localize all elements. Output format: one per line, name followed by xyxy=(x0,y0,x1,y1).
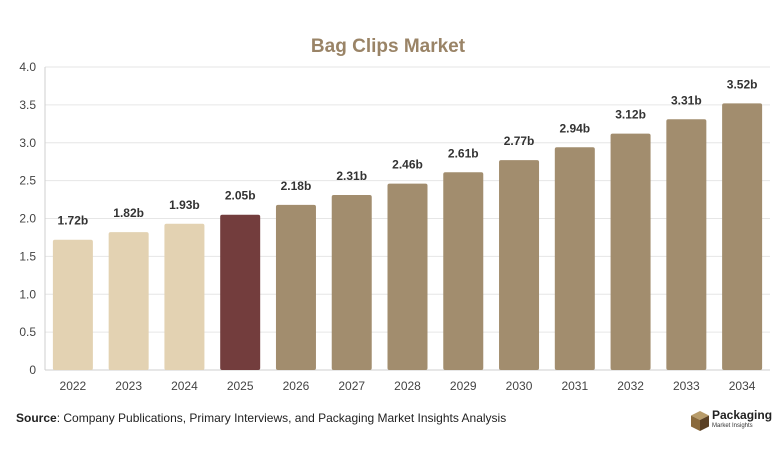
data-label: 1.72b xyxy=(58,214,89,228)
y-tick-label: 2.0 xyxy=(19,212,36,226)
x-tick-label: 2031 xyxy=(561,379,588,393)
source-note: Source: Company Publications, Primary In… xyxy=(16,411,506,425)
logo-name: Packaging xyxy=(712,408,773,422)
x-tick-label: 2023 xyxy=(115,379,142,393)
y-tick-label: 0.5 xyxy=(19,325,36,339)
y-tick-label: 3.5 xyxy=(19,98,36,112)
bar-2028 xyxy=(387,183,428,370)
bar-2033 xyxy=(666,119,707,370)
x-axis-ticks: 2022 2023 2024 2025 2026 2027 2028 2029 2030 2031… xyxy=(60,379,756,393)
x-tick-label: 2026 xyxy=(283,379,310,393)
x-tick-label: 2022 xyxy=(60,379,87,393)
source-text: : Company Publications, Primary Intervie… xyxy=(56,411,507,425)
bar-2030 xyxy=(499,160,540,370)
y-tick-label: 1.5 xyxy=(19,249,36,263)
bar-2034 xyxy=(722,103,763,371)
x-tick-label: 2025 xyxy=(227,379,254,393)
data-label: 2.77b xyxy=(504,134,535,148)
source-label: Source xyxy=(16,411,57,425)
y-tick-label: 1.0 xyxy=(19,287,36,301)
bar-2023 xyxy=(108,232,149,370)
y-tick-label: 4.0 xyxy=(19,60,36,74)
chart-title: Bag Clips Market xyxy=(311,36,466,57)
data-label: 2.18b xyxy=(281,179,312,193)
bar-2027 xyxy=(331,195,372,370)
x-tick-label: 2028 xyxy=(394,379,421,393)
bar-2024 xyxy=(164,223,205,370)
data-label: 3.12b xyxy=(615,108,646,122)
x-tick-label: 2033 xyxy=(673,379,700,393)
bar-2029 xyxy=(443,172,484,370)
x-tick-label: 2024 xyxy=(171,379,198,393)
data-label: 3.52b xyxy=(727,77,758,91)
bar-2022 xyxy=(52,239,93,370)
bar-2032 xyxy=(610,133,651,370)
x-tick-label: 2032 xyxy=(617,379,644,393)
y-tick-label: 2.5 xyxy=(19,174,36,188)
data-label: 2.46b xyxy=(392,158,423,172)
data-label: 1.82b xyxy=(113,206,144,220)
logo: Packaging Market Insights xyxy=(690,409,774,435)
y-tick-label: 0 xyxy=(29,363,36,377)
bars xyxy=(52,103,763,371)
x-tick-label: 2030 xyxy=(506,379,533,393)
bar-2031 xyxy=(554,147,595,370)
data-labels: 1.72b 1.82b 1.93b 2.05b 2.18b 2.31b 2.46b 2.61b… xyxy=(58,77,758,227)
bar-2026 xyxy=(275,204,316,370)
y-tick-label: 3.0 xyxy=(19,136,36,150)
y-axis-ticks: 0 0.5 1.0 1.5 2.0 2.5 3.0 3.5 4.0 xyxy=(19,60,36,377)
bar-2025 xyxy=(220,214,261,370)
logo-tagline: Market Insights xyxy=(712,423,753,429)
data-label: 2.94b xyxy=(559,121,590,135)
x-tick-label: 2034 xyxy=(729,379,756,393)
data-label: 2.61b xyxy=(448,146,479,160)
x-tick-label: 2027 xyxy=(338,379,365,393)
data-label: 2.05b xyxy=(225,189,256,203)
box-icon xyxy=(691,411,709,431)
data-label: 3.31b xyxy=(671,93,702,107)
x-tick-label: 2029 xyxy=(450,379,477,393)
data-label: 2.31b xyxy=(336,169,367,183)
data-label: 1.93b xyxy=(169,198,200,212)
